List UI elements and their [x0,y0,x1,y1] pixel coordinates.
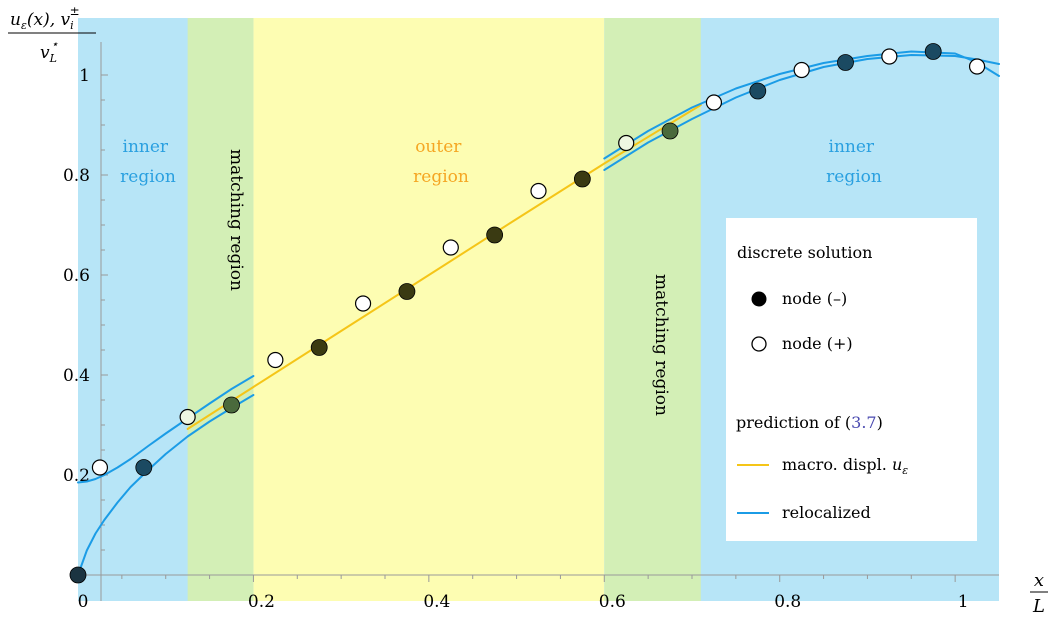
legend-macro-label: macro. displ. uε [782,455,908,477]
ylabel-sub1: ε [21,19,27,32]
legend-prediction-suffix: ) [877,413,883,432]
node-plus-point-0 [91,459,109,476]
x-axis-label: x L [1030,570,1048,617]
inner-region-left-line1: inner [123,137,169,157]
x-tick-label: 0.6 [599,592,626,612]
y-axis-label: uε(x), vi± vL⋆ [8,4,96,65]
inner-region-left-line2: region [120,167,176,187]
node-plus-point-9 [881,48,898,65]
x-tick-label: 0 [78,592,89,612]
series-lines [77,50,1000,576]
node-plus-point-7 [705,94,723,111]
ylabel-mid: (x), v [27,10,71,30]
node-minus-point-9 [837,54,854,71]
outer-region-line1: outer [415,137,462,157]
legend-box [726,218,977,541]
macro-displacement-line [186,104,702,430]
outer-region-label: outer region [413,137,469,187]
legend-filled-node-marker [751,291,767,307]
x-tick-label: 0.8 [774,592,801,612]
node-minus-point-4 [398,283,416,300]
node-minus-point-1 [135,459,153,476]
y-tick-label: 0.2 [63,466,90,486]
node-minus-point-5 [486,226,504,244]
x-tick-label: 0.2 [248,592,275,612]
matching-region-label-left: matching region [226,149,246,291]
node-minus-point-7 [661,122,679,140]
relocalized-line-3 [77,394,255,576]
axes: 0 0.2 0.4 0.6 0.8 1 0.2 0.4 0.6 0.8 1 [63,42,999,612]
node-plus-point-4 [442,239,459,256]
node-plus-point-6 [618,134,635,152]
y-tick-label: 0.6 [63,266,90,286]
ylabel-u: u [10,10,21,30]
series-markers [69,43,986,584]
y-tick-label: 0.4 [63,366,90,386]
ylabel-den-sup: ⋆ [51,37,59,51]
ylabel-den-sub: L [49,52,57,65]
legend-reloc-label: relocalized [782,503,871,522]
xlabel-den: L [1032,596,1045,617]
node-minus-point-10 [924,43,942,60]
y-tick-label: 1 [79,66,90,86]
outer-region-band-1 [253,18,605,601]
legend: discrete solution node (–) node (+) pred… [726,218,977,541]
x-tick-label: 1 [958,592,969,612]
relocalized-line-4 [77,375,255,484]
y-tick-label: 0.8 [63,166,90,186]
legend-heading-discrete: discrete solution [737,243,872,262]
node-minus-point-3 [310,339,328,356]
relocalized-line-6 [603,50,1000,160]
node-minus-point-8 [749,82,767,100]
legend-macro-text: macro. displ. [782,455,892,474]
node-minus-point-6 [573,170,591,188]
matching-region-label-right: matching region [651,274,671,416]
node-plus-point-10 [968,58,986,75]
node-plus-point-8 [793,61,810,79]
node-minus-point-2 [223,396,240,414]
legend-prediction-prefix: prediction of ( [736,413,851,432]
svg-text:uε(x), vi±: uε(x), vi± [10,4,80,32]
node-plus-point-3 [354,295,372,312]
legend-prediction-ref[interactable]: 3.7 [851,413,876,432]
legend-macro-sub: ε [902,464,908,477]
ylabel-den: v [40,43,50,63]
node-minus-point-0 [69,566,87,584]
node-plus-point-5 [530,182,547,200]
legend-filled-node-label: node (–) [782,289,847,308]
region-labels: inner region outer region inner region m… [120,137,882,416]
xlabel-num: x [1034,570,1044,591]
matching-region-band-3 [187,18,254,601]
legend-open-node-label: node (+) [782,334,853,353]
legend-heading-prediction: prediction of (3.7) [736,413,883,432]
legend-macro-sym: u [892,455,902,474]
outer-region-line2: region [413,167,469,187]
svg-text:vL⋆: vL⋆ [40,37,59,65]
inner-region-label-left: inner region [120,137,176,187]
inner-region-right-line2: region [826,167,882,187]
x-tick-label: 0.4 [423,592,450,612]
node-plus-point-1 [179,408,196,426]
axis-labels: uε(x), vi± vL⋆ x L [8,4,1048,617]
legend-open-node-marker [751,336,767,352]
inner-region-right-line1: inner [829,137,875,157]
ylabel-sup2: ± [70,4,80,18]
inner-region-label-right: inner region [826,137,882,187]
node-plus-point-2 [267,351,284,369]
ylabel-sub2: i [70,19,74,32]
